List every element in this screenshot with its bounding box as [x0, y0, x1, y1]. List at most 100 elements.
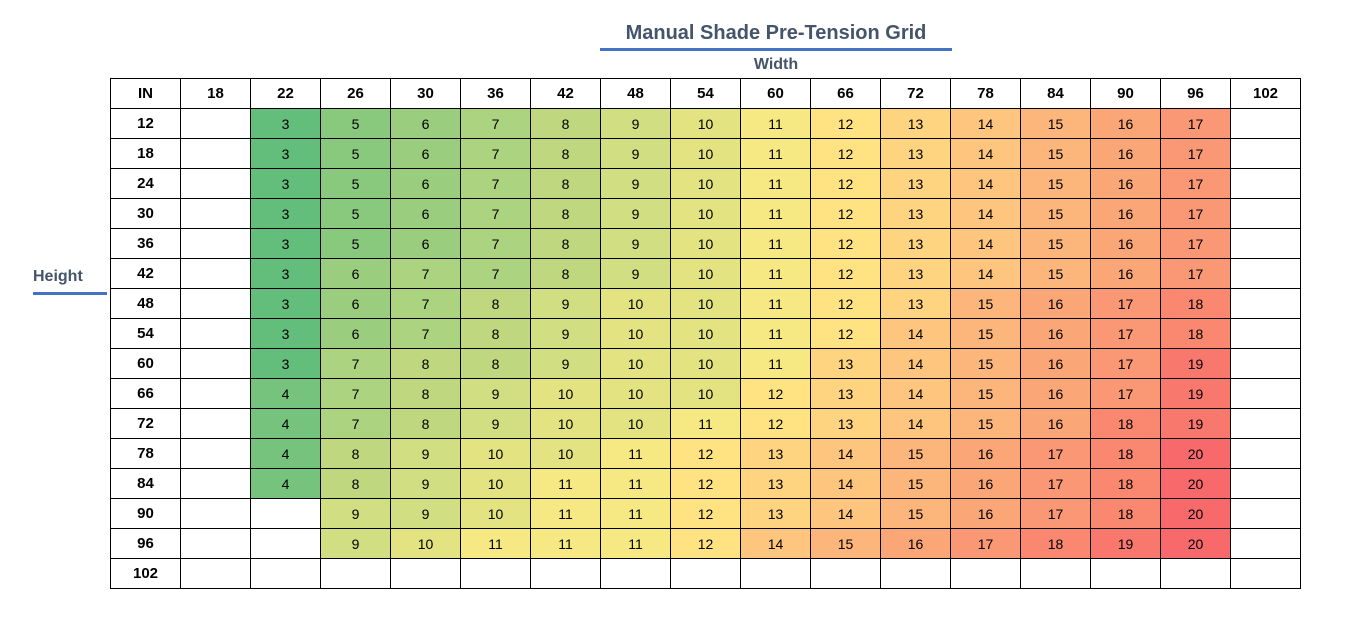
- tension-value-cell: 8: [530, 108, 601, 139]
- tension-value-cell: 14: [740, 528, 811, 559]
- empty-cell: [180, 198, 251, 229]
- tension-value-cell: 15: [1020, 198, 1091, 229]
- tension-value-cell: 9: [600, 138, 671, 169]
- tension-value-cell: 18: [1090, 498, 1161, 529]
- tension-value-cell: 3: [250, 168, 321, 199]
- tension-value-cell: 16: [1090, 258, 1161, 289]
- tension-value-cell: 7: [320, 378, 391, 409]
- height-header-cell: 36: [110, 228, 181, 259]
- tension-value-cell: 10: [670, 258, 741, 289]
- grid-body: IN 18 22 26 30 36 42 48 54 60 66 72 78 84 90 96 102 12 3 5 6…: [110, 78, 1301, 589]
- width-header-cell: 42: [530, 78, 601, 109]
- tension-value-cell: 15: [950, 408, 1021, 439]
- table-row: 42 3 6 7 7 8 9 10 11 12 13 14 15 16 17: [110, 258, 1301, 289]
- tension-value-cell: 17: [1160, 138, 1231, 169]
- table-row: 54 3 6 7 8 9 10 10 11 12 14 15 16 17 18: [110, 318, 1301, 349]
- tension-value-cell: 4: [250, 468, 321, 499]
- tension-value-cell: 10: [670, 378, 741, 409]
- tension-value-cell: 3: [250, 258, 321, 289]
- height-header-cell: 96: [110, 528, 181, 559]
- tension-value-cell: 8: [530, 138, 601, 169]
- empty-cell: [180, 258, 251, 289]
- tension-value-cell: 13: [740, 438, 811, 469]
- tension-value-cell: 14: [950, 138, 1021, 169]
- width-header-cell: 36: [460, 78, 531, 109]
- tension-value-cell: 16: [1020, 378, 1091, 409]
- tension-value-cell: 14: [950, 228, 1021, 259]
- tension-value-cell: 6: [390, 198, 461, 229]
- tension-value-cell: 12: [670, 468, 741, 499]
- empty-cell: [180, 558, 251, 589]
- tension-value-cell: 12: [810, 288, 881, 319]
- empty-cell: [1160, 558, 1231, 589]
- tension-value-cell: 13: [880, 198, 951, 229]
- height-header-cell: 60: [110, 348, 181, 379]
- tension-value-cell: 12: [810, 108, 881, 139]
- tension-value-cell: 15: [1020, 228, 1091, 259]
- table-row: 102: [110, 558, 1301, 589]
- tension-value-cell: 11: [740, 198, 811, 229]
- tension-value-cell: 9: [530, 288, 601, 319]
- height-header-cell: 84: [110, 468, 181, 499]
- tension-value-cell: 9: [320, 528, 391, 559]
- tension-value-cell: 19: [1090, 528, 1161, 559]
- tension-value-cell: 9: [460, 378, 531, 409]
- tension-value-cell: 7: [460, 108, 531, 139]
- tension-value-cell: 9: [600, 258, 671, 289]
- tension-value-cell: 15: [880, 468, 951, 499]
- empty-cell: [250, 528, 321, 559]
- tension-value-cell: 8: [530, 198, 601, 229]
- empty-cell: [1020, 558, 1091, 589]
- tension-value-cell: 5: [320, 108, 391, 139]
- tension-value-cell: 10: [460, 468, 531, 499]
- tension-value-cell: 16: [1090, 198, 1161, 229]
- tension-value-cell: 17: [1160, 228, 1231, 259]
- empty-cell: [180, 138, 251, 169]
- table-row: 24 3 5 6 7 8 9 10 11 12 13 14 15 16 17: [110, 168, 1301, 199]
- tension-value-cell: 20: [1160, 498, 1231, 529]
- tension-value-cell: 16: [1090, 168, 1161, 199]
- empty-cell: [180, 378, 251, 409]
- empty-cell: [670, 558, 741, 589]
- width-header-cell: 22: [250, 78, 321, 109]
- tension-value-cell: 11: [740, 168, 811, 199]
- table-row: 36 3 5 6 7 8 9 10 11 12 13 14 15 16 17: [110, 228, 1301, 259]
- tension-value-cell: 10: [460, 438, 531, 469]
- empty-cell: [180, 438, 251, 469]
- tension-value-cell: 11: [600, 498, 671, 529]
- height-header-cell: 102: [110, 558, 181, 589]
- tension-value-cell: 10: [530, 408, 601, 439]
- empty-cell: [1230, 198, 1301, 229]
- empty-cell: [1230, 408, 1301, 439]
- empty-cell: [1230, 528, 1301, 559]
- tension-value-cell: 12: [740, 408, 811, 439]
- tension-value-cell: 11: [740, 258, 811, 289]
- empty-cell: [1230, 558, 1301, 589]
- tension-value-cell: 10: [390, 528, 461, 559]
- tension-value-cell: 10: [670, 348, 741, 379]
- tension-value-cell: 8: [460, 288, 531, 319]
- tension-value-cell: 8: [390, 408, 461, 439]
- tension-value-cell: 18: [1090, 438, 1161, 469]
- tension-value-cell: 3: [250, 228, 321, 259]
- tension-value-cell: 7: [460, 138, 531, 169]
- tension-value-cell: 9: [320, 498, 391, 529]
- table-row: 66 4 7 8 9 10 10 10 12 13 14 15 16 17 19: [110, 378, 1301, 409]
- tension-value-cell: 18: [1090, 408, 1161, 439]
- empty-cell: [180, 108, 251, 139]
- tension-value-cell: 11: [600, 438, 671, 469]
- empty-cell: [1230, 108, 1301, 139]
- tension-value-cell: 7: [390, 258, 461, 289]
- empty-cell: [180, 498, 251, 529]
- tension-value-cell: 18: [1160, 288, 1231, 319]
- width-header-cell: 90: [1090, 78, 1161, 109]
- empty-cell: [1230, 498, 1301, 529]
- tension-value-cell: 7: [460, 168, 531, 199]
- tension-value-cell: 10: [600, 288, 671, 319]
- tension-value-cell: 14: [950, 168, 1021, 199]
- tension-value-cell: 10: [670, 168, 741, 199]
- tension-value-cell: 15: [1020, 108, 1091, 139]
- tension-value-cell: 11: [740, 288, 811, 319]
- tension-value-cell: 10: [460, 498, 531, 529]
- height-header-cell: 90: [110, 498, 181, 529]
